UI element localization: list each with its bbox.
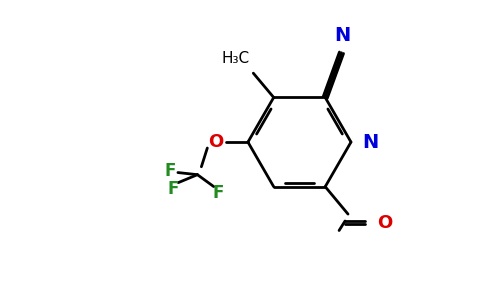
Text: F: F [164, 162, 176, 180]
Text: H₃C: H₃C [221, 51, 249, 66]
Text: N: N [362, 133, 378, 152]
Text: F: F [167, 179, 179, 197]
Text: F: F [213, 184, 225, 202]
Text: O: O [209, 133, 224, 151]
Text: N: N [335, 26, 351, 45]
Text: O: O [377, 214, 392, 232]
